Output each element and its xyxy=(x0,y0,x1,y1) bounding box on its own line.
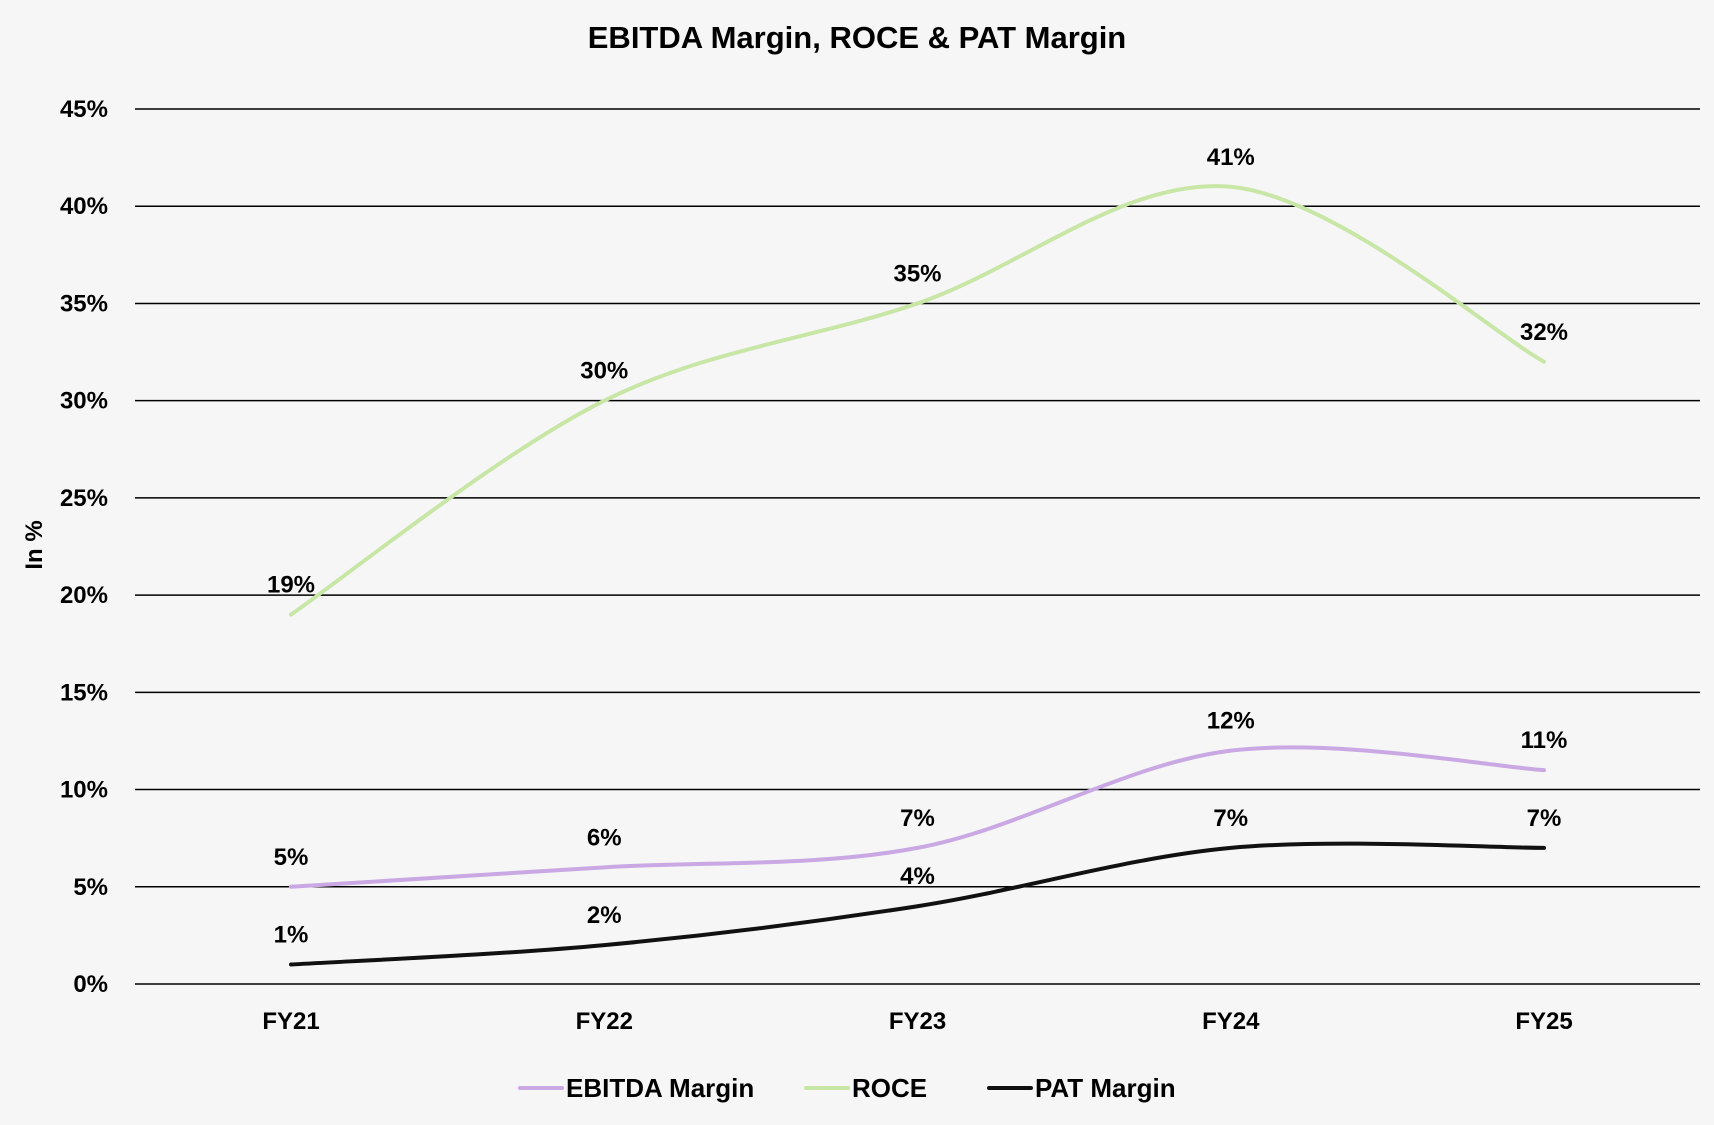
data-label: 32% xyxy=(1520,319,1568,346)
x-tick-label: FY24 xyxy=(1202,1008,1260,1035)
data-label: 19% xyxy=(267,572,315,599)
data-label: 4% xyxy=(900,863,935,890)
x-tick-label: FY25 xyxy=(1515,1008,1572,1035)
data-label: 2% xyxy=(587,902,622,929)
y-tick-label: 45% xyxy=(60,96,108,123)
data-label: 35% xyxy=(893,260,941,287)
data-labels: 5% 6% 7% 12% 11% 19% 30% 35% 41% 32% 1% 2% 4% 7% 7% xyxy=(267,144,1568,949)
y-tick-label: 5% xyxy=(73,874,108,901)
y-axis-ticks: 0% 5% 10% 15% 20% 25% 30% 35% 40% 45% xyxy=(60,96,108,998)
data-label: 6% xyxy=(587,824,622,851)
grid-lines xyxy=(135,108,1700,985)
data-label: 5% xyxy=(274,844,309,871)
data-label: 7% xyxy=(900,805,935,832)
legend-label: ROCE xyxy=(852,1073,927,1103)
legend: EBITDA Margin ROCE PAT Margin xyxy=(518,1073,1176,1103)
y-tick-label: 40% xyxy=(60,193,108,220)
legend-label: PAT Margin xyxy=(1035,1073,1176,1103)
x-tick-label: FY21 xyxy=(262,1008,319,1035)
x-tick-label: FY22 xyxy=(576,1008,633,1035)
series-lines xyxy=(289,184,1546,967)
data-label: 7% xyxy=(1213,805,1248,832)
y-tick-label: 25% xyxy=(60,485,108,512)
pat-margin-line xyxy=(289,841,1546,967)
y-axis-label: In % xyxy=(21,520,48,569)
data-label: 1% xyxy=(274,922,309,949)
data-label: 11% xyxy=(1521,727,1568,754)
y-tick-label: 10% xyxy=(60,777,108,804)
legend-label: EBITDA Margin xyxy=(566,1073,754,1103)
y-tick-label: 0% xyxy=(73,971,108,998)
roce-line xyxy=(289,184,1546,617)
data-label: 41% xyxy=(1207,144,1255,171)
x-axis-ticks: FY21 FY22 FY23 FY24 FY25 xyxy=(262,1008,1572,1035)
data-label: 7% xyxy=(1527,805,1562,832)
y-tick-label: 35% xyxy=(60,290,108,317)
ebitda-margin-line xyxy=(289,745,1546,889)
data-label: 30% xyxy=(580,358,628,385)
y-tick-label: 30% xyxy=(60,388,108,415)
chart-title: EBITDA Margin, ROCE & PAT Margin xyxy=(588,20,1127,55)
data-label: 12% xyxy=(1207,708,1255,735)
y-tick-label: 20% xyxy=(60,582,108,609)
x-tick-label: FY23 xyxy=(889,1008,946,1035)
y-tick-label: 15% xyxy=(60,679,108,706)
